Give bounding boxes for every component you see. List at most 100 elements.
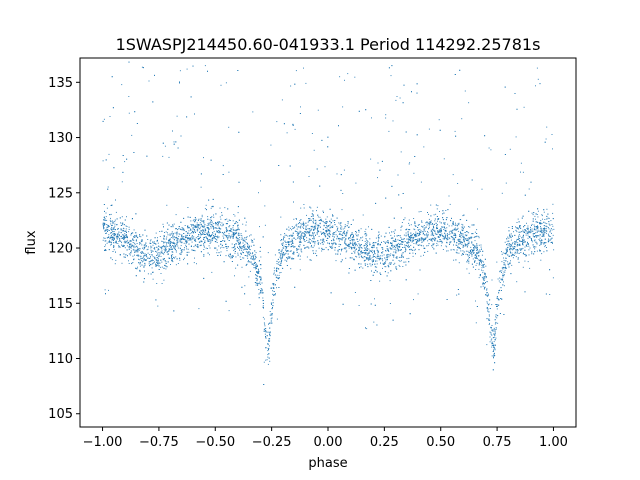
scatter-point	[143, 266, 145, 268]
scatter-point	[323, 232, 325, 234]
scatter-point	[372, 242, 374, 244]
scatter-point	[428, 227, 430, 229]
scatter-point	[113, 227, 115, 229]
scatter-point	[278, 252, 280, 254]
scatter-point	[215, 224, 217, 226]
scatter-point	[410, 234, 412, 236]
scatter-point	[496, 317, 498, 319]
scatter-point	[234, 234, 235, 236]
scatter-point	[208, 227, 209, 229]
scatter-point	[300, 227, 302, 229]
scatter-point	[448, 234, 450, 235]
scatter-point	[225, 82, 227, 84]
scatter-point	[491, 325, 493, 326]
scatter-point	[412, 249, 414, 251]
scatter-point	[515, 136, 517, 138]
scatter-point	[303, 224, 305, 226]
scatter-point	[420, 255, 422, 257]
scatter-point	[492, 351, 494, 352]
scatter-point	[133, 239, 135, 241]
scatter-point	[485, 294, 486, 296]
scatter-point	[235, 230, 237, 232]
scatter-point	[520, 252, 522, 253]
scatter-point	[194, 220, 196, 222]
scatter-point	[171, 256, 173, 257]
scatter-point	[323, 211, 324, 213]
scatter-point	[246, 236, 248, 238]
scatter-point	[377, 240, 379, 242]
scatter-point	[526, 227, 528, 229]
scatter-point	[462, 230, 463, 232]
scatter-point	[277, 263, 279, 265]
scatter-point	[494, 348, 496, 350]
scatter-point	[476, 257, 477, 259]
scatter-point	[150, 243, 152, 244]
scatter-point	[147, 246, 149, 248]
scatter-point	[161, 240, 163, 242]
scatter-point	[173, 223, 175, 225]
scatter-point	[251, 241, 253, 243]
scatter-point	[128, 263, 130, 264]
scatter-point	[432, 228, 434, 230]
scatter-point	[284, 240, 286, 242]
scatter-point	[146, 256, 148, 258]
scatter-point	[312, 215, 314, 217]
scatter-point	[511, 226, 513, 227]
scatter-point	[219, 216, 221, 218]
scatter-point	[492, 344, 494, 346]
scatter-point	[336, 235, 338, 237]
scatter-point	[172, 241, 174, 243]
scatter-point	[544, 246, 546, 248]
scatter-point	[462, 215, 464, 217]
scatter-point	[458, 239, 460, 241]
scatter-point	[432, 244, 434, 246]
scatter-point	[145, 255, 147, 257]
scatter-point	[509, 247, 511, 249]
scatter-point	[337, 228, 338, 230]
scatter-point	[347, 223, 349, 225]
scatter-point	[514, 248, 515, 250]
scatter-point	[108, 289, 109, 291]
scatter-point	[163, 237, 165, 239]
scatter-point	[534, 225, 536, 227]
scatter-point	[169, 243, 171, 245]
scatter-point	[535, 85, 536, 87]
scatter-point	[237, 212, 239, 214]
scatter-point	[414, 223, 416, 225]
scatter-point	[114, 223, 116, 225]
scatter-point	[505, 249, 507, 251]
scatter-point	[374, 251, 375, 253]
scatter-point	[407, 231, 409, 233]
scatter-point	[484, 278, 486, 280]
scatter-point	[298, 223, 299, 225]
scatter-point	[540, 227, 542, 229]
scatter-point	[213, 216, 215, 218]
scatter-point	[518, 221, 520, 223]
scatter-point	[290, 244, 292, 245]
scatter-point	[535, 246, 537, 248]
scatter-point	[242, 251, 243, 253]
scatter-point	[489, 331, 491, 333]
scatter-point	[299, 240, 301, 242]
scatter-point	[430, 215, 432, 217]
scatter-point	[503, 274, 505, 276]
scatter-point	[385, 259, 387, 261]
scatter-point	[170, 241, 172, 243]
scatter-point	[373, 246, 375, 248]
scatter-point	[509, 244, 511, 246]
scatter-point	[176, 243, 178, 245]
scatter-point	[121, 262, 123, 264]
scatter-point	[355, 233, 357, 235]
scatter-point	[360, 245, 362, 247]
scatter-point	[157, 239, 158, 241]
scatter-point	[233, 232, 234, 234]
scatter-point	[298, 226, 300, 228]
scatter-point	[160, 255, 162, 257]
scatter-point	[161, 246, 163, 248]
scatter-point	[165, 248, 167, 250]
scatter-point	[308, 231, 310, 233]
scatter-point	[315, 223, 317, 225]
scatter-point	[154, 257, 156, 259]
scatter-point	[445, 230, 447, 232]
scatter-point	[272, 284, 274, 286]
